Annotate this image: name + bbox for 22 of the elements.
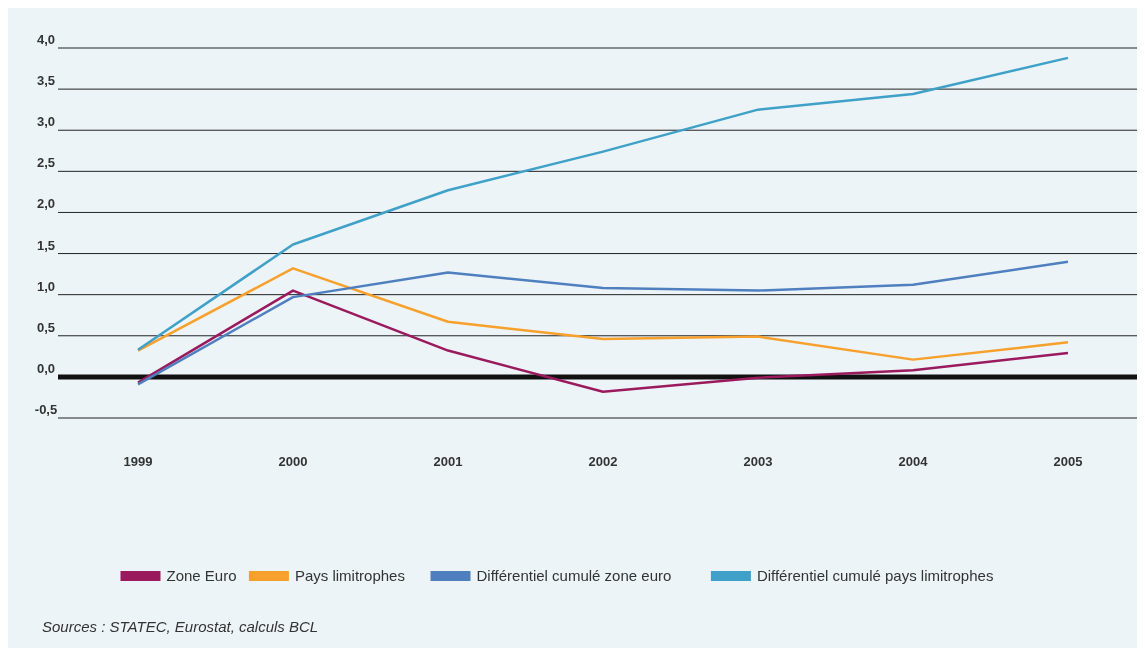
source-note: Sources : STATEC, Eurostat, calculs BCL: [42, 618, 319, 635]
y-tick-label: 3,0: [36, 114, 56, 130]
x-tick-label: 2005: [1053, 454, 1083, 469]
y-tick-label: -0,5: [34, 402, 58, 417]
y-tick-label: 1,0: [36, 278, 56, 294]
x-tick-label: 2002: [588, 454, 618, 469]
legend-label: Pays limitrophes: [294, 567, 405, 584]
x-tick-label: 2001: [433, 454, 463, 469]
y-tick-label: 2,5: [36, 155, 56, 171]
y-tick-label: 3,5: [36, 73, 56, 89]
y-tick-label: 0,0: [36, 360, 56, 376]
legend-label: Différentiel cumulé pays limitrophes: [756, 567, 994, 584]
x-tick-label: 2004: [898, 454, 929, 469]
y-tick-label: 2,0: [36, 196, 56, 212]
x-tick-label: 2003: [743, 454, 773, 469]
y-tick-label: 0,5: [36, 319, 56, 335]
y-tick-label: 4,0: [36, 32, 56, 47]
legend-label: Zone Euro: [166, 567, 237, 584]
y-tick-label: 1,5: [36, 237, 56, 253]
x-tick-label: 2000: [278, 454, 308, 469]
x-tick-label: 1999: [123, 454, 153, 469]
legend-label: Différentiel cumulé zone euro: [476, 567, 672, 584]
